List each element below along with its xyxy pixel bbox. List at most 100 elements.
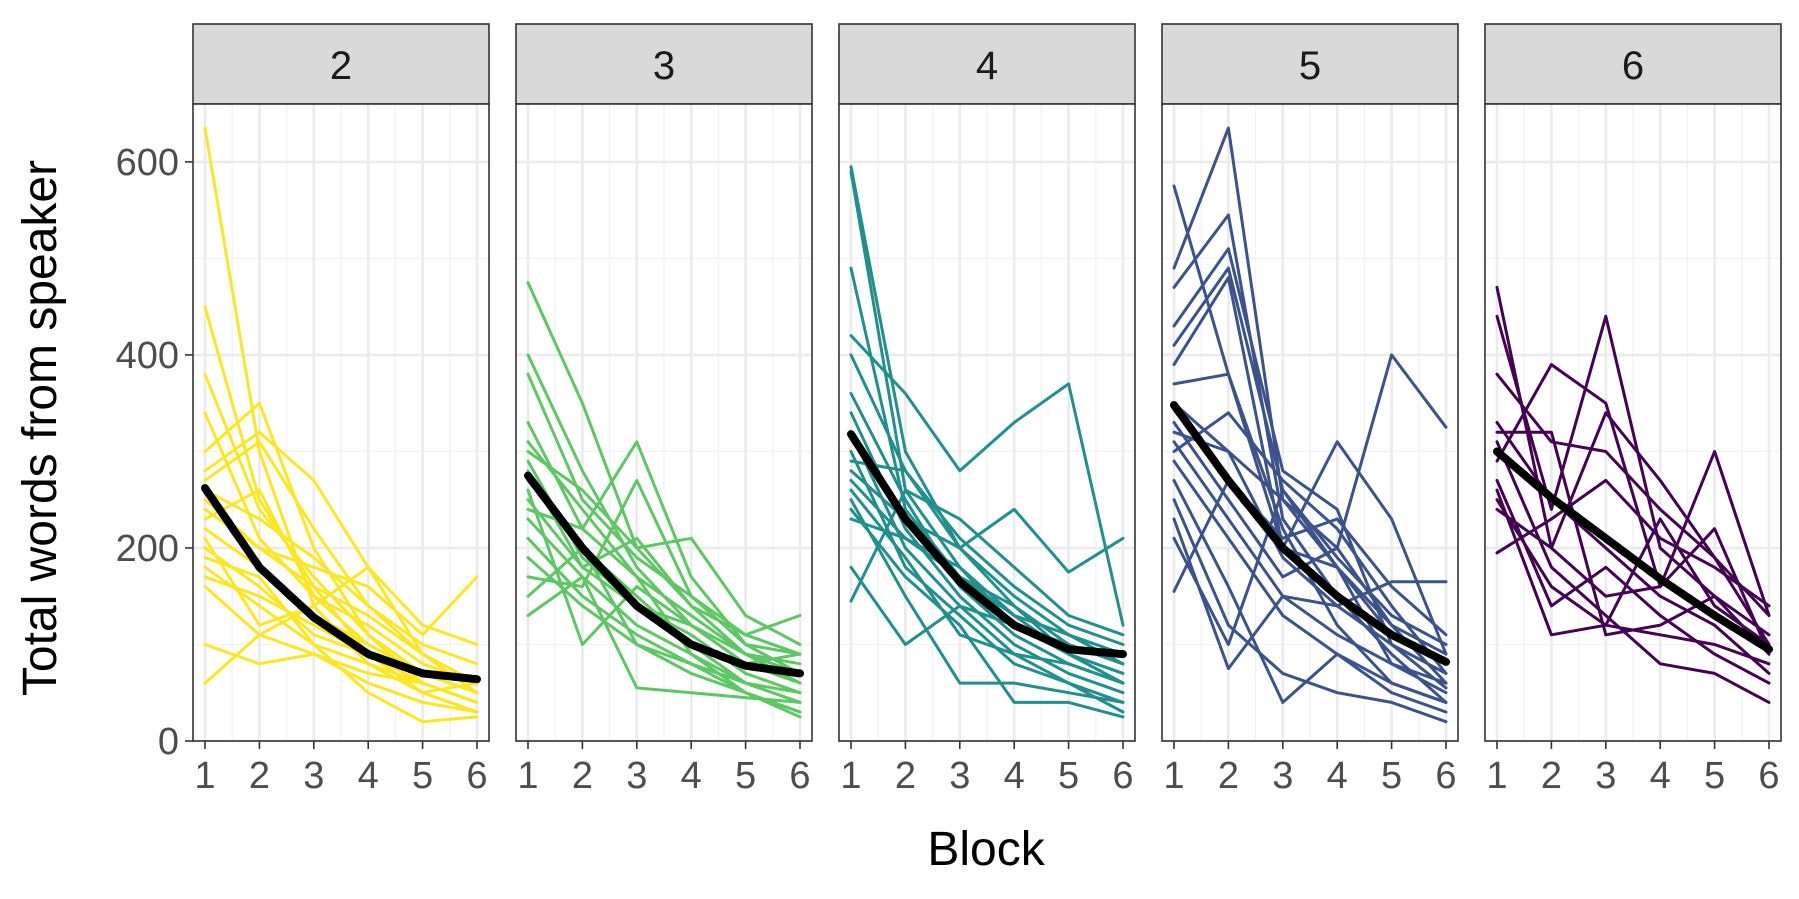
panel-border: [1161, 103, 1459, 742]
facet-strip: [1484, 23, 1782, 105]
fitted-trend-line-2: [201, 484, 481, 684]
facet-strip-label: 6: [1622, 44, 1644, 88]
x-tick-label: 3: [626, 755, 647, 797]
x-tick-label: 5: [1058, 755, 1079, 797]
panel-border: [515, 103, 813, 742]
x-tick-label: 3: [949, 755, 970, 797]
series-line-3-9: [526, 517, 802, 695]
series-line-3-14: [526, 575, 802, 704]
series-line-2-18: [203, 440, 479, 685]
x-tick-label: 5: [735, 755, 756, 797]
series-line-6-1: [1495, 285, 1771, 617]
series-line-5-8: [1172, 401, 1448, 675]
series-line-2-4: [203, 411, 479, 685]
series-line-6-10: [1495, 478, 1771, 608]
series-line-3-3: [526, 372, 802, 656]
x-tick-label: 6: [1758, 755, 1779, 797]
y-axis-title: Total words from speaker: [14, 160, 67, 696]
series-line-3-16: [526, 469, 802, 637]
series-line-5-16: [1172, 478, 1448, 637]
x-tick-label: 5: [412, 755, 433, 797]
series-line-6-5: [1495, 440, 1771, 704]
series-line-5-17: [1172, 430, 1448, 656]
series-line-3-13: [526, 546, 802, 704]
y-tick-label: 400: [116, 335, 179, 377]
x-tick-label: 2: [895, 755, 916, 797]
facet-panel-2: 21 2 3 4 5 6: [192, 23, 490, 797]
series-line-5-12: [1172, 478, 1448, 714]
facet-strip-label: 4: [976, 44, 998, 88]
x-tick-label: 5: [1381, 755, 1402, 797]
facet-strip-label: 2: [330, 44, 352, 88]
y-axis: 0 200 400 600: [116, 142, 193, 763]
facet-panel-5: 51 2 3 4 5 6: [1161, 23, 1459, 797]
series-line-5-15: [1172, 488, 1448, 646]
panel-border: [1484, 103, 1782, 742]
facet-panel-6: 61 2 3 4 5 6: [1484, 23, 1782, 797]
series-line-6-11: [1495, 430, 1771, 637]
series-line-5-18: [1172, 411, 1448, 675]
x-tick-label: 3: [303, 755, 324, 797]
x-tick-label: 6: [1112, 755, 1133, 797]
y-tick-label: 0: [158, 721, 179, 763]
series-line-2-20: [203, 556, 479, 724]
x-tick-label: 4: [358, 755, 379, 797]
facet-strip: [192, 23, 490, 105]
x-axis-title: Block: [927, 823, 1045, 876]
x-tick-label: 6: [466, 755, 487, 797]
series-line-4-18: [849, 478, 1125, 685]
series-line-5-14: [1172, 517, 1448, 671]
series-line-2-7: [203, 488, 479, 666]
x-tick-label: 2: [572, 755, 593, 797]
series-line-6-12: [1495, 498, 1771, 646]
facet-panel-4: 41 2 3 4 5 6: [838, 23, 1136, 797]
x-tick-label: 1: [517, 755, 538, 797]
x-tick-label: 1: [1163, 755, 1184, 797]
series-line-2-17: [203, 498, 479, 637]
facet-strip-label: 5: [1299, 44, 1321, 88]
series-line-4-17: [849, 459, 1125, 646]
series-line-2-19: [203, 536, 479, 646]
x-tick-label: 4: [1327, 755, 1348, 797]
panels-layer: 21 2 3 4 5 631 2 3 4 5 641 2 3 4 5 651 2 3 4 5 661 2 3 4 5 6: [192, 23, 1782, 797]
series-line-5-9: [1172, 353, 1448, 579]
series-line-5-13: [1172, 498, 1448, 724]
series-line-3-4: [526, 421, 802, 675]
series-line-5-10: [1172, 440, 1448, 685]
x-tick-label: 1: [194, 755, 215, 797]
fitted-trend-line-6: [1493, 447, 1773, 654]
y-tick-label: 200: [116, 528, 179, 570]
series-line-6-9: [1495, 507, 1771, 656]
panel-border: [838, 103, 1136, 742]
series-line-6-2: [1495, 314, 1771, 656]
series-line-3-18: [526, 507, 802, 714]
series-line-2-11: [203, 565, 479, 714]
x-tick-label: 1: [840, 755, 861, 797]
series-line-5-11: [1172, 459, 1448, 704]
x-tick-label: 6: [789, 755, 810, 797]
series-line-3-15: [526, 450, 802, 646]
series-line-5-3: [1172, 213, 1448, 704]
x-tick-label: 3: [1272, 755, 1293, 797]
x-tick-label: 1: [1486, 755, 1507, 797]
facet-strip-label: 3: [653, 44, 675, 88]
series-line-4-4: [849, 334, 1125, 627]
facet-panel-3: 31 2 3 4 5 6: [515, 23, 813, 797]
panel-border: [192, 103, 490, 742]
x-tick-label: 5: [1704, 755, 1725, 797]
x-tick-label: 2: [1218, 755, 1239, 797]
series-line-4-5: [849, 353, 1125, 666]
series-line-4-13: [849, 507, 1125, 719]
series-line-3-5: [526, 440, 802, 685]
fitted-trend-line-5: [1170, 401, 1450, 666]
series-line-4-11: [849, 488, 1125, 685]
facet-strip: [515, 23, 813, 105]
series-line-4-12: [849, 498, 1125, 704]
x-tick-label: 3: [1595, 755, 1616, 797]
series-line-6-6: [1495, 363, 1771, 617]
series-line-5-6: [1172, 276, 1448, 656]
x-tick-label: 4: [1004, 755, 1025, 797]
x-tick-label: 4: [1650, 755, 1671, 797]
series-line-2-13: [203, 585, 479, 704]
